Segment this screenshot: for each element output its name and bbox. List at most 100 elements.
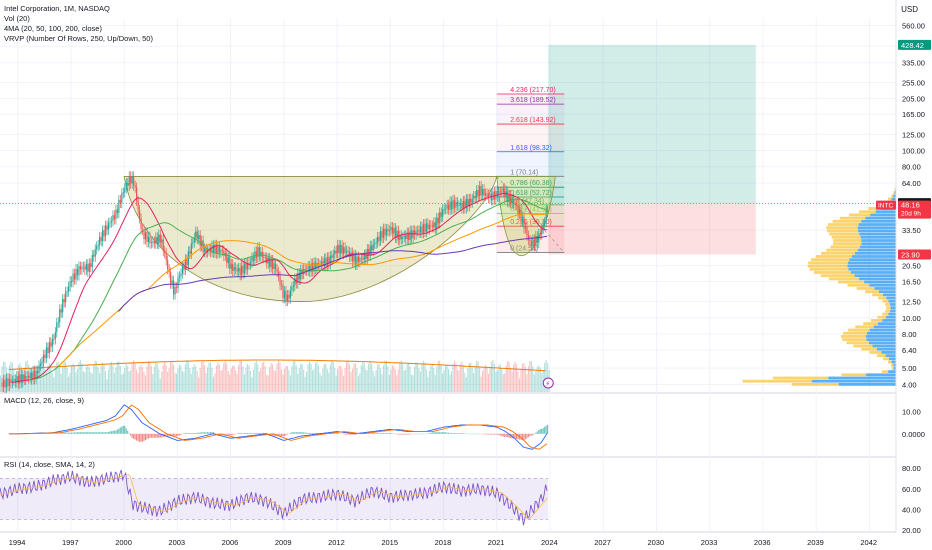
volume-bar [286,365,288,392]
time-tick-label: 2009 [275,538,292,547]
volume-bar [102,362,104,392]
volume-profile-bar-up [858,229,896,233]
candle-body [443,208,445,210]
volume-bar [545,360,547,392]
candle-body [311,263,314,272]
price-tick-label: 165.00 [902,110,925,119]
candle-body [535,235,537,246]
volume-bar [412,375,414,392]
volume-bar [452,363,454,392]
volume-profile-bar-up [828,376,896,380]
volume-bar [535,371,537,392]
symbol-title[interactable]: Intel Corporation, 1M, NASDAQ [4,4,110,13]
candle-body [442,209,444,217]
volume-bar [396,375,398,392]
macd-histogram-bar [130,433,132,436]
macd-histogram-bar [75,432,77,434]
indicator-vol-label[interactable]: Vol (20) [4,14,30,23]
time-tick-label: 2036 [754,538,771,547]
candle-body [140,218,142,229]
volume-profile-bar-up [866,373,896,377]
volume-bar [217,362,219,392]
volume-bar [178,364,181,392]
candle-body [422,223,425,234]
macd-histogram-bar [100,432,102,434]
macd-histogram-bar [501,433,503,437]
macd-histogram-bar [103,432,105,434]
macd-histogram-bar [456,432,458,434]
candle-body [85,264,87,270]
macd-histogram-bar [62,432,64,434]
candle-body [504,188,506,197]
fib-level-label: 3.618 (189.52) [510,97,556,104]
candle-body [326,256,328,267]
volume-bar [331,360,333,392]
macd-pane-label[interactable]: MACD (12, 26, close, 9) [4,396,85,405]
candle-body [54,332,56,340]
macd-histogram-bar [110,431,112,434]
candle-body [242,265,244,274]
volume-profile-bar-down [878,296,887,300]
volume-bar [106,379,108,392]
volume-bar [483,366,485,392]
candle-body [532,239,534,246]
volume-bar [165,364,167,392]
volume-bar [288,369,290,392]
volume-bar [316,361,318,392]
candle-body [292,285,294,288]
fib-zone-fill [496,204,565,214]
macd-histogram-bar [56,433,58,434]
volume-profile-bar-up [888,312,896,316]
candle-body [496,190,498,197]
volume-profile-bar-up [891,197,896,201]
candle-body [309,266,311,272]
macd-histogram-bar [378,432,380,434]
price-candles [1,171,549,393]
volume-profile-bar-down [847,283,870,287]
volume-profile-bar-up [868,341,896,345]
volume-bar [341,369,343,392]
candle-body [545,210,547,222]
volume-bar [427,376,429,392]
time-tick-label: 1997 [62,538,79,547]
volume-bar [158,369,160,392]
candle-body [20,374,22,383]
candle-body [458,205,460,206]
volume-profile-bar-down [821,251,855,255]
volume-profile-bar-up [876,347,896,351]
candle-body [195,231,197,238]
volume-profile-bar-up [873,325,896,329]
volume-bar [90,372,92,392]
macd-histogram-bar [204,432,206,434]
volume-bar [238,365,240,392]
volume-bar [402,363,404,392]
volume-profile-bar-up [859,277,896,281]
candle-body [109,222,111,223]
candle-body [241,265,243,275]
volume-profile-bar-up [890,303,896,306]
volume-bar [480,376,482,392]
candle-body [137,200,139,210]
macd-histogram-bar [257,432,259,434]
volume-bar [369,360,371,392]
macd-histogram-bar [109,431,111,434]
indicator-ma-label[interactable]: 4MA (20, 50, 100, 200, close) [4,24,102,33]
fib-zone-fill [496,176,565,188]
volume-profile-bar-down [882,312,889,316]
volume-bar [484,364,487,392]
candle-body [277,271,280,277]
candle-body [516,204,518,206]
fib-level-label: 1.618 (98.32) [510,145,552,152]
indicator-vrvp-label[interactable]: VRVP (Number Of Rows, 250, Up/Down, 50) [4,34,153,43]
macd-histogram-bar [431,432,433,434]
candle-body [162,239,164,251]
rsi-pane-label[interactable]: RSI (14, close, SMA, 14, 2) [4,460,95,469]
candle-body [130,176,132,184]
volume-bar [406,363,408,392]
macd-histogram-bar [483,433,485,435]
macd-histogram-bar [285,433,287,436]
macd-histogram-bar [375,432,377,434]
macd-histogram-bar [214,432,216,434]
volume-bar [450,371,453,392]
